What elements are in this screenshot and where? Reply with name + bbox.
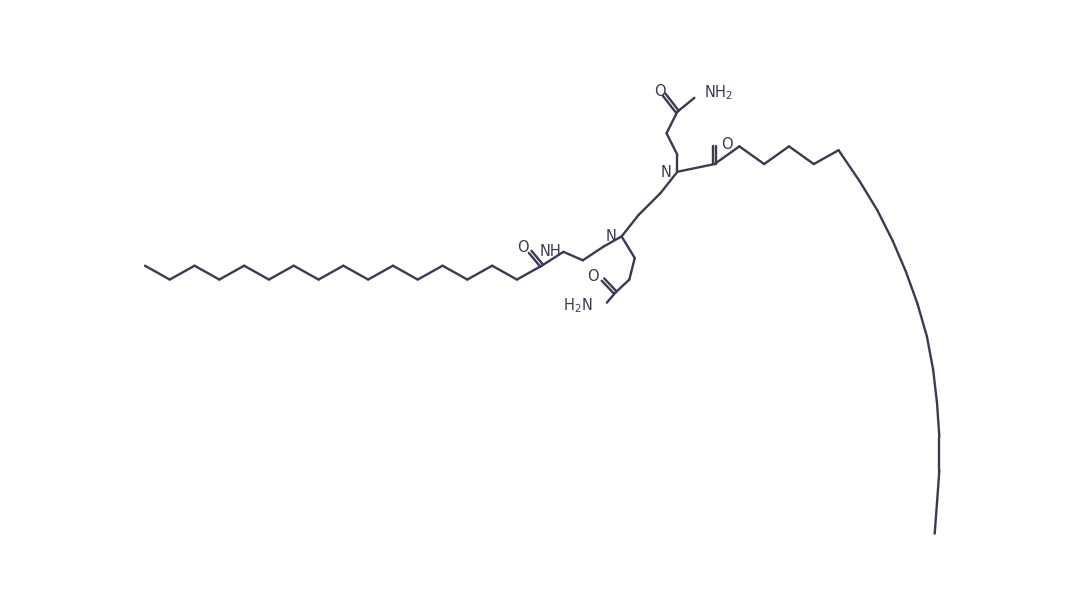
Text: NH: NH — [540, 243, 561, 259]
Text: NH$_2$: NH$_2$ — [704, 83, 733, 102]
Text: O: O — [722, 137, 733, 152]
Text: O: O — [517, 240, 529, 256]
Text: O: O — [654, 84, 666, 99]
Text: O: O — [587, 269, 599, 284]
Text: N: N — [605, 229, 616, 244]
Text: H$_2$N: H$_2$N — [563, 296, 592, 315]
Text: N: N — [661, 165, 672, 180]
